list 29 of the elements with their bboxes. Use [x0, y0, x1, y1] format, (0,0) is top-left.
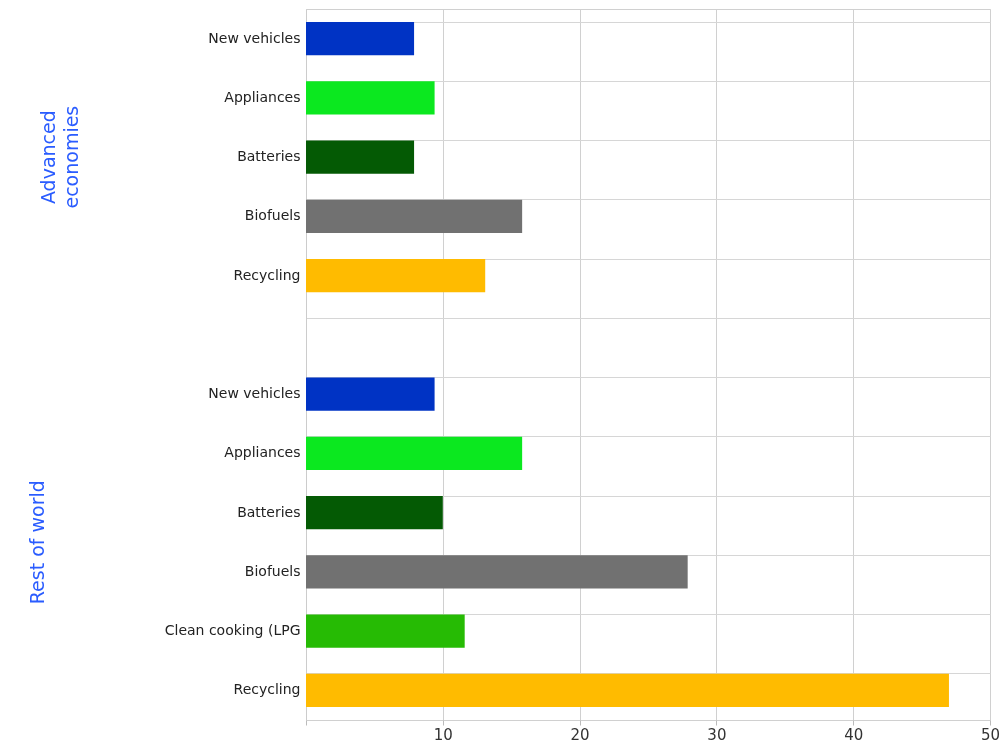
- x-tick-label: 20: [570, 725, 590, 744]
- bar: [306, 140, 415, 174]
- y-tick-label: New vehicles: [208, 385, 301, 402]
- y-tick-label: Batteries: [237, 148, 301, 165]
- bar: [306, 259, 486, 293]
- bar: [306, 673, 949, 707]
- bar: [306, 614, 465, 648]
- y-tick-label: New vehicles: [208, 29, 301, 46]
- x-tick-label: 30: [707, 725, 727, 744]
- y-tick-label: Recycling: [233, 266, 301, 283]
- text: Rest of world: [26, 480, 48, 605]
- bar: [306, 496, 443, 530]
- x-tick-label: 10: [433, 725, 453, 744]
- bar: [306, 199, 523, 233]
- x-tick-label: 40: [844, 725, 864, 744]
- y-tick-label: Biofuels: [244, 562, 301, 579]
- bar: [306, 81, 435, 115]
- text: Advanced economies: [37, 105, 82, 209]
- y-tick-label: Batteries: [237, 503, 301, 520]
- y-tick-label: Clean cooking (LPG: [164, 622, 301, 639]
- x-tick-label: 50: [980, 725, 1001, 744]
- y-tick-label: Appliances: [224, 88, 301, 105]
- bar: [306, 377, 435, 411]
- y-tick-label: Appliances: [224, 444, 301, 461]
- y-tick-label: Biofuels: [244, 207, 301, 224]
- bar: [306, 436, 523, 470]
- y-tick-label: Recycling: [233, 681, 301, 698]
- bar: [306, 555, 688, 589]
- bar: [306, 22, 415, 56]
